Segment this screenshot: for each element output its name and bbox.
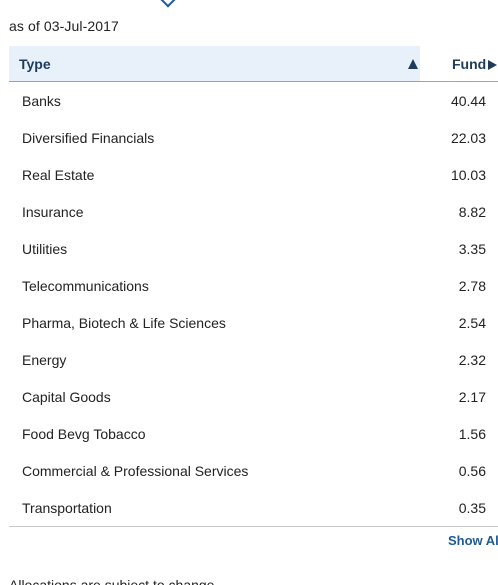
row-type: Commercial & Professional Services: [22, 463, 249, 479]
column-header-fund-label: Fund: [452, 56, 487, 72]
row-fund-value: 10.03: [450, 167, 486, 183]
row-fund-value: 2.78: [458, 278, 486, 294]
table-row: Real Estate 10.03: [9, 156, 498, 193]
column-header-fund[interactable]: Fund: [452, 56, 498, 72]
row-fund-value: 0.56: [458, 463, 486, 479]
row-fund-value: 2.32: [458, 352, 486, 368]
table-row: Commercial & Professional Services 0.56: [9, 452, 498, 489]
row-fund-value: 22.03: [450, 130, 486, 146]
table-bottom-divider: [9, 526, 498, 527]
play-right-icon: [488, 60, 498, 70]
table-body: Banks 40.44 Diversified Financials 22.03…: [9, 82, 498, 526]
column-header-type[interactable]: Type: [9, 46, 420, 81]
disclaimer-text: Allocations are subject to change.: [9, 577, 219, 585]
column-header-type-label: Type: [19, 56, 51, 72]
row-type: Energy: [22, 352, 67, 368]
sort-ascending-icon: [408, 59, 418, 69]
table-row: Telecommunications 2.78: [9, 267, 498, 304]
chevron-down-icon: [159, 0, 177, 8]
allocation-table: Type Fund Banks 40.44 Diversified Financ…: [9, 46, 498, 527]
row-fund-value: 3.35: [458, 241, 486, 257]
row-type: Capital Goods: [22, 389, 111, 405]
row-type: Telecommunications: [22, 278, 149, 294]
row-type: Diversified Financials: [22, 130, 155, 146]
table-row: Diversified Financials 22.03: [9, 119, 498, 156]
row-fund-value: 2.54: [458, 315, 486, 331]
row-type: Food Bevg Tobacco: [22, 426, 146, 442]
row-type: Utilities: [22, 241, 68, 257]
row-fund-value: 2.17: [458, 389, 486, 405]
row-type: Insurance: [22, 204, 84, 220]
row-fund-value: 8.82: [458, 204, 486, 220]
table-row: Insurance 8.82: [9, 193, 498, 230]
row-type: Real Estate: [22, 167, 95, 183]
table-header: Type Fund: [9, 46, 498, 82]
row-fund-value: 40.44: [450, 93, 486, 109]
table-row: Energy 2.32: [9, 341, 498, 378]
table-row: Capital Goods 2.17: [9, 378, 498, 415]
row-type: Transportation: [22, 500, 112, 516]
table-row: Banks 40.44: [9, 82, 498, 119]
table-row: Utilities 3.35: [9, 230, 498, 267]
table-row: Pharma, Biotech & Life Sciences 2.54: [9, 304, 498, 341]
as-of-date: as of 03-Jul-2017: [9, 18, 119, 34]
row-type: Banks: [22, 93, 61, 109]
table-row: Transportation 0.35: [9, 489, 498, 526]
row-fund-value: 1.56: [458, 426, 486, 442]
row-type: Pharma, Biotech & Life Sciences: [22, 315, 226, 331]
row-fund-value: 0.35: [458, 500, 486, 516]
table-row: Food Bevg Tobacco 1.56: [9, 415, 498, 452]
show-all-link[interactable]: Show All: [448, 533, 498, 548]
